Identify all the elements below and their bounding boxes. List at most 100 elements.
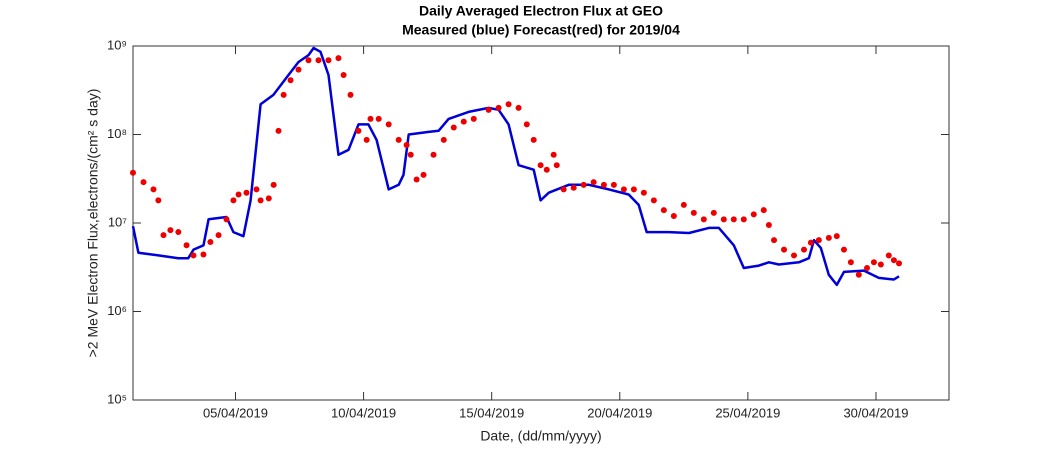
chart-subtitle: Measured (blue) Forecast(red) for 2019/0… — [402, 22, 680, 38]
forecast-dot — [450, 124, 457, 131]
forecast-dot — [430, 151, 437, 158]
forecast-dot — [847, 259, 854, 266]
forecast-dot — [403, 142, 410, 149]
forecast-dot — [790, 252, 797, 259]
chart-title: Daily Averaged Electron Flux at GEO — [419, 3, 663, 19]
forecast-dot — [781, 246, 788, 253]
forecast-dot — [200, 251, 207, 258]
forecast-dot — [800, 246, 807, 253]
forecast-dot — [287, 77, 294, 84]
forecast-dot — [765, 221, 772, 228]
forecast-dot — [280, 91, 287, 98]
forecast-dot — [175, 229, 182, 236]
y-tick-label: 10⁵ — [107, 391, 127, 406]
forecast-dot — [460, 118, 467, 125]
forecast-dot — [335, 55, 342, 62]
forecast-dot — [537, 162, 544, 169]
forecast-dot — [543, 166, 550, 173]
forecast-dot — [710, 209, 717, 216]
forecast-dot — [553, 162, 560, 169]
forecast-dot — [155, 197, 162, 204]
forecast-dot — [600, 181, 607, 188]
forecast-dot — [740, 216, 747, 223]
forecast-dot — [896, 260, 903, 267]
x-tick-label: 25/04/2019 — [715, 405, 780, 420]
forecast-dot — [395, 136, 402, 143]
forecast-dot — [670, 212, 677, 219]
forecast-dot — [720, 216, 727, 223]
forecast-dot — [855, 271, 862, 278]
forecast-dot — [630, 186, 637, 193]
forecast-dot — [530, 136, 537, 143]
forecast-dot — [375, 115, 382, 122]
forecast-dot — [523, 121, 530, 128]
forecast-dot — [243, 189, 250, 196]
forecast-dot — [385, 121, 392, 128]
forecast-dot — [407, 151, 414, 158]
forecast-dot — [230, 197, 237, 204]
forecast-dot — [864, 265, 871, 272]
x-tick-label: 30/04/2019 — [843, 405, 908, 420]
forecast-dot — [730, 216, 737, 223]
forecast-dot — [610, 181, 617, 188]
forecast-dot — [413, 176, 420, 183]
forecast-dot — [140, 179, 147, 186]
forecast-dot — [495, 104, 502, 111]
forecast-dot — [833, 233, 840, 240]
forecast-dot — [355, 127, 362, 134]
y-tick-label: 10⁷ — [108, 214, 127, 229]
forecast-dot — [570, 184, 577, 191]
forecast-dot — [700, 216, 707, 223]
forecast-dot — [470, 115, 477, 122]
forecast-dot — [347, 91, 354, 98]
forecast-dot — [620, 186, 627, 193]
forecast-dot — [363, 136, 370, 143]
forecast-dot — [270, 181, 277, 188]
forecast-dot — [257, 197, 264, 204]
forecast-dot — [485, 106, 492, 113]
y-tick-label: 10⁹ — [107, 37, 127, 52]
forecast-dot — [870, 259, 877, 266]
forecast-dot — [315, 57, 322, 64]
forecast-dot — [223, 216, 230, 223]
measured-line — [131, 46, 900, 287]
forecast-dot — [183, 242, 190, 249]
x-tick-label: 15/04/2019 — [459, 405, 524, 420]
forecast-dot — [265, 195, 272, 202]
forecast-dot — [215, 232, 222, 239]
forecast-dot — [580, 181, 587, 188]
forecast-dot — [815, 237, 822, 244]
forecast-dot — [515, 104, 522, 111]
forecast-dot — [253, 186, 260, 193]
forecast-dot — [325, 57, 332, 64]
x-axis-label: Date, (dd/mm/yyyy) — [480, 428, 601, 444]
forecast-dot — [550, 151, 557, 158]
forecast-dot — [771, 237, 778, 244]
forecast-dot — [640, 189, 647, 196]
y-axis-label: >2 MeV Electron Flux,electrons/(cm² s da… — [85, 89, 101, 358]
forecast-dot — [877, 261, 884, 268]
forecast-dot — [680, 201, 687, 208]
forecast-dot — [190, 252, 197, 259]
forecast-dot — [807, 239, 814, 246]
forecast-dot — [160, 232, 167, 239]
x-tick-label: 05/04/2019 — [203, 405, 268, 420]
y-tick-label: 10⁶ — [107, 303, 127, 318]
forecast-dot — [890, 257, 897, 264]
forecast-dot — [560, 186, 567, 193]
forecast-dot — [650, 197, 657, 204]
forecast-dot — [275, 127, 282, 134]
forecast-dot — [590, 179, 597, 186]
forecast-dot — [295, 66, 302, 73]
forecast-dot — [207, 238, 214, 245]
forecast-dot — [840, 246, 847, 253]
forecast-dot — [690, 209, 697, 216]
x-tick-label: 10/04/2019 — [331, 405, 396, 420]
x-tick-label: 20/04/2019 — [587, 405, 652, 420]
y-tick-label: 10⁸ — [107, 126, 127, 141]
forecast-dot — [505, 101, 512, 108]
forecast-dot — [660, 207, 667, 214]
forecast-dot — [885, 252, 892, 259]
